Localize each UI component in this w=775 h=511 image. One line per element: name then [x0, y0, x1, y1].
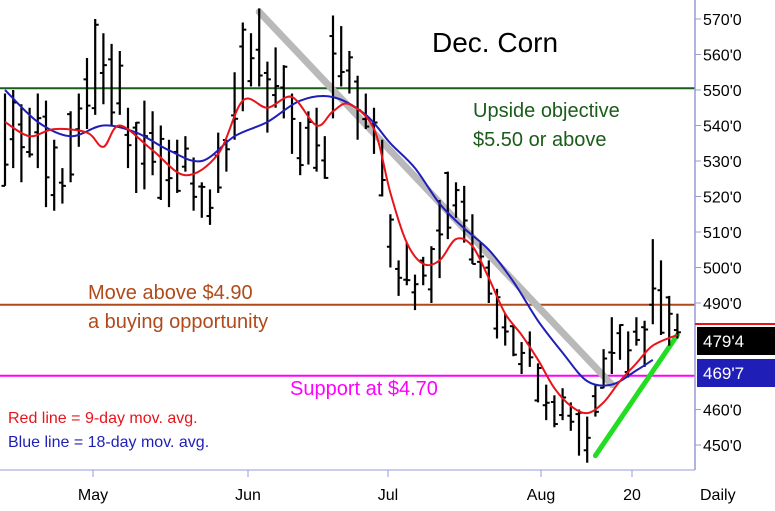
price-bar	[263, 61, 271, 133]
price-bar	[17, 104, 25, 183]
price-bar	[337, 26, 345, 87]
uptrend-line	[592, 332, 680, 459]
period-label: Daily	[700, 487, 736, 504]
x-tick-label: May	[78, 487, 108, 504]
y-tick-label: 460'0	[703, 403, 742, 420]
price-bar	[632, 317, 640, 346]
y-tick-label: 450'0	[703, 438, 742, 455]
price-bar	[362, 93, 370, 130]
x-tick-label: Aug	[527, 487, 555, 504]
price-bar	[518, 342, 526, 374]
price-bar	[1, 93, 9, 187]
x-axis-band	[0, 471, 775, 511]
y-tick-label: 490'0	[703, 296, 742, 313]
price-bar	[501, 313, 509, 346]
price-bar	[608, 317, 616, 374]
move-above-line2: a buying opportunity	[88, 311, 268, 333]
price-bar	[583, 416, 591, 463]
price-bar	[198, 182, 206, 218]
price-bar	[321, 136, 329, 179]
price-bar	[485, 260, 493, 303]
last-price-label: 479'4	[703, 332, 744, 351]
price-bar	[641, 320, 649, 367]
price-bar	[329, 15, 337, 119]
y-tick-label: 560'0	[703, 48, 742, 65]
price-bar	[427, 246, 435, 303]
price-bar	[296, 121, 304, 176]
x-tick-label: Jun	[235, 487, 261, 504]
price-bar	[509, 324, 517, 357]
price-bars	[1, 8, 681, 463]
price-bar	[124, 107, 132, 169]
y-tick-label: 510'0	[703, 225, 742, 242]
price-bar	[452, 182, 460, 218]
y-tick-label: 500'0	[703, 261, 742, 278]
chart-title: Dec. Corn	[432, 27, 558, 58]
price-bar	[83, 58, 91, 130]
move-above-line1: Move above $4.90	[88, 282, 253, 304]
price-bar	[411, 274, 419, 311]
x-tick-label: 20	[623, 487, 641, 504]
last-price-box	[697, 327, 775, 355]
upside-objective-line2: $5.50 or above	[473, 129, 606, 151]
price-bar	[468, 214, 476, 265]
price-bar	[50, 139, 58, 211]
price-bar	[67, 111, 75, 183]
price-bar	[436, 200, 444, 279]
price-bar	[272, 47, 280, 108]
price-bar	[132, 121, 140, 193]
ma-value-label: 469'7	[703, 364, 744, 383]
y-tick-label: 520'0	[703, 190, 742, 207]
price-bar	[255, 8, 263, 87]
price-bar	[108, 43, 116, 126]
price-bar	[378, 139, 386, 197]
ma9-line	[4, 95, 678, 415]
legend-blue-ma: Blue line = 18-day mov. avg.	[8, 434, 209, 451]
price-bar	[559, 388, 567, 421]
price-bar	[91, 19, 99, 115]
y-tick-label: 530'0	[703, 154, 742, 171]
price-bar	[542, 384, 550, 421]
price-bar	[591, 384, 599, 417]
price-bar	[345, 50, 353, 94]
price-bar	[58, 168, 66, 204]
price-bar	[149, 111, 157, 176]
price-bar	[600, 349, 608, 389]
legend-red-ma: Red line = 9-day mov. avg.	[8, 410, 198, 427]
price-bar	[403, 242, 411, 286]
ma-value-box	[697, 359, 775, 387]
price-bar	[116, 50, 124, 115]
price-bar	[157, 125, 165, 201]
price-bar	[206, 189, 214, 225]
price-bar	[239, 22, 247, 112]
price-bar	[386, 214, 394, 268]
price-bar	[616, 324, 624, 360]
price-bar	[534, 363, 542, 403]
y-tick-label: 540'0	[703, 119, 742, 136]
price-bar	[550, 395, 558, 428]
price-bar	[42, 100, 50, 208]
price-bar	[657, 260, 665, 335]
price-bar	[313, 107, 321, 172]
price-bar	[419, 256, 427, 286]
ma18-line	[4, 89, 654, 387]
price-bar	[649, 239, 657, 325]
y-tick-label: 570'0	[703, 12, 742, 29]
x-tick-label: Jul	[378, 487, 398, 504]
price-bar	[34, 93, 42, 169]
price-bar	[99, 33, 107, 105]
price-bar	[190, 157, 198, 211]
price-bar	[460, 185, 468, 243]
price-bar	[247, 33, 255, 87]
support-label: Support at $4.70	[290, 378, 438, 400]
price-bar	[395, 260, 403, 296]
price-bar	[673, 313, 681, 339]
y-tick-label: 550'0	[703, 83, 742, 100]
upside-objective-line1: Upside objective	[473, 100, 620, 122]
price-bar	[444, 171, 452, 240]
price-bar	[181, 136, 189, 172]
